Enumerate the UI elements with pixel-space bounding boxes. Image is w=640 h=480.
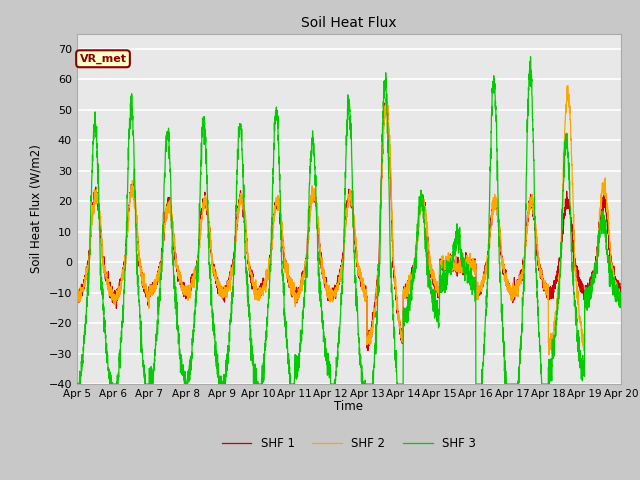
SHF 2	[189, 279, 197, 285]
SHF 3	[225, 345, 232, 351]
SHF 2	[564, 83, 572, 88]
Legend: SHF 1, SHF 2, SHF 3: SHF 1, SHF 2, SHF 3	[217, 433, 481, 455]
SHF 1	[73, 291, 81, 297]
SHF 3	[565, 163, 573, 169]
SHF 2	[73, 295, 81, 301]
SHF 1	[617, 290, 625, 296]
Line: SHF 1: SHF 1	[77, 99, 621, 350]
SHF 3	[402, 307, 410, 313]
SHF 2	[617, 301, 625, 307]
SHF 2	[225, 283, 232, 289]
SHF 3	[617, 305, 625, 311]
SHF 2	[566, 99, 573, 105]
SHF 2	[412, 263, 419, 268]
SHF 3	[189, 333, 197, 338]
SHF 3	[527, 54, 534, 60]
SHF 3	[617, 297, 625, 302]
SHF 1	[189, 278, 197, 284]
SHF 1	[364, 348, 372, 353]
SHF 1	[412, 252, 419, 258]
Y-axis label: Soil Heat Flux (W/m2): Soil Heat Flux (W/m2)	[30, 144, 43, 273]
SHF 1	[225, 279, 232, 285]
Line: SHF 3: SHF 3	[77, 57, 621, 384]
SHF 1	[402, 281, 410, 287]
SHF 2	[402, 289, 410, 295]
Title: Soil Heat Flux: Soil Heat Flux	[301, 16, 397, 30]
Text: VR_met: VR_met	[79, 54, 127, 64]
SHF 2	[545, 352, 553, 358]
SHF 1	[617, 288, 625, 294]
SHF 3	[73, 381, 81, 387]
SHF 1	[382, 96, 390, 102]
SHF 2	[617, 290, 625, 296]
SHF 3	[412, 256, 419, 262]
Line: SHF 2: SHF 2	[77, 85, 621, 355]
SHF 1	[566, 200, 573, 205]
X-axis label: Time: Time	[334, 400, 364, 413]
